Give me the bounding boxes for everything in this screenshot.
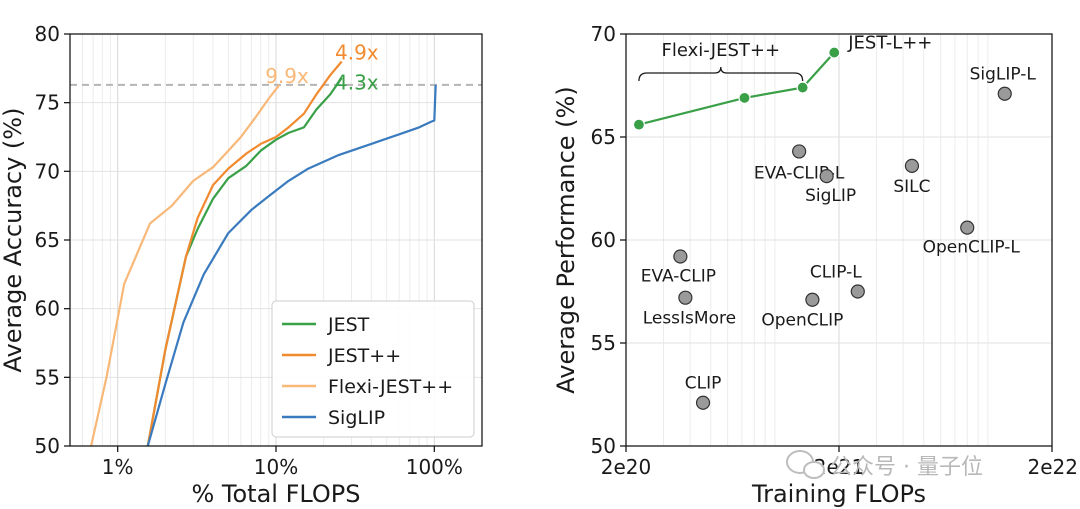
watermark: 公众号 · 量子位 [786,450,983,480]
speedup-annotation: 4.3x [335,71,379,95]
jest-point [796,81,809,94]
right-y-tick-label: 50 [591,434,616,458]
right-x-axis-label: Training FLOPs [751,480,926,508]
baseline-point [819,169,834,184]
left-y-tick-label: 55 [35,365,60,389]
legend-entry-label: Flexi-JEST++ [328,376,453,398]
right-y-tick-label: 60 [591,228,616,252]
right-y-tick-label: 70 [591,22,616,46]
speedup-annotation: 4.9x [335,40,379,64]
right-y-tick-label: 65 [591,125,616,149]
flexi-bracket [638,66,804,82]
baseline-label: SILC [893,177,930,197]
series-line-siglip [146,84,437,447]
baseline-point [850,284,865,299]
baseline-point [805,292,820,307]
series-line-jestpp [146,60,343,447]
left-y-tick-label: 70 [35,159,60,183]
baseline-label: OpenCLIP [761,311,843,331]
baseline-label: LessIsMore [643,309,736,329]
legend: JEST JEST++ Flexi-JEST++ SigLIP [271,300,475,438]
left-x-tick-label: 1% [102,455,134,479]
baseline-label: EVA-CLIP [641,266,716,286]
right-x-tick-label: 2e22 [1028,455,1078,479]
flexi-bracket-label: Flexi-JEST++ [662,40,781,61]
baseline-point [695,395,711,410]
jest-point [738,91,751,104]
right-y-axis-label: Average Performance (%) [552,86,580,393]
baseline-label: CLIP [685,374,722,394]
baseline-point [997,86,1012,101]
wechat-icon [786,450,825,479]
jest-point [632,118,646,131]
left-x-tick-label: 100% [406,455,463,479]
baseline-point [678,290,693,305]
jest-point [828,46,841,59]
right-y-tick-label: 55 [591,331,616,355]
left-y-axis-label: Average Accuracy (%) [0,108,27,373]
legend-entry-label: JEST [327,314,370,336]
legend-entry-label: JEST++ [327,345,401,367]
right-chart-performance-vs-training-flops: JEST-L++Flexi-JEST++SigLIP-LEVA-CLIP-LSi… [552,22,1078,508]
speedup-annotation: 9.9x [265,64,309,88]
baseline-label: OpenCLIP-L [923,238,1021,258]
series-line-flexi-jestpp [90,84,281,447]
left-x-axis-label: % Total FLOPS [191,480,360,508]
left-y-tick-label: 65 [35,228,60,252]
left-chart-accuracy-vs-flops: 9.9x 4.9x 4.3x 1% 10% 100% 50 55 60 65 70 75 80 % Tot… [0,22,483,508]
watermark-text: 公众号 · 量子位 [830,455,983,480]
baseline-point [904,158,920,173]
right-x-tick-label: 2e20 [601,455,651,479]
legend-entry-label: SigLIP [328,407,385,429]
left-y-tick-label: 80 [35,22,60,46]
left-y-tick-label: 50 [35,434,60,458]
left-x-tick-label: 10% [254,455,298,479]
baseline-label: SigLIP [805,186,856,206]
left-y-tick-label: 60 [35,297,60,321]
jest-l-pp-label: JEST-L++ [847,33,932,54]
baseline-label: SigLIP-L [970,65,1037,85]
baseline-label: CLIP-L [810,263,862,283]
baseline-point [960,220,975,235]
legend-box [271,300,475,438]
baseline-point [673,249,688,264]
jest-series-line [638,51,836,126]
left-y-tick-label: 75 [35,91,60,115]
baseline-point [792,144,807,159]
